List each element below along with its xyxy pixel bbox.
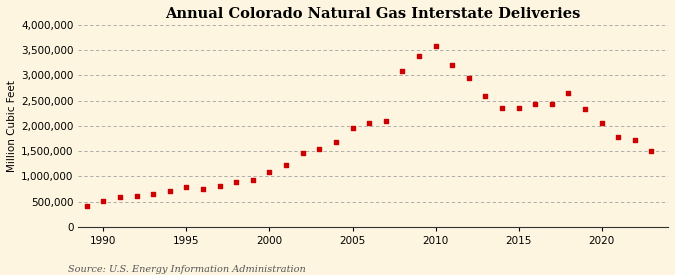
Point [380,119,391,123]
Point [264,170,275,175]
Point [414,54,425,58]
Point [463,76,474,80]
Point [430,43,441,48]
Point [231,179,242,184]
Point [115,195,126,199]
Point [580,107,591,111]
Point [646,149,657,153]
Point [546,102,557,106]
Point [148,191,159,196]
Point [530,102,541,106]
Y-axis label: Million Cubic Feet: Million Cubic Feet [7,80,17,172]
Point [480,94,491,98]
Point [331,140,342,144]
Title: Annual Colorado Natural Gas Interstate Deliveries: Annual Colorado Natural Gas Interstate D… [165,7,581,21]
Point [613,134,624,139]
Point [497,106,508,110]
Point [82,204,92,208]
Point [198,187,209,191]
Point [248,177,259,182]
Point [630,138,641,142]
Point [563,91,574,95]
Point [165,188,176,193]
Point [281,163,292,167]
Point [364,121,375,125]
Point [447,63,458,68]
Point [131,194,142,198]
Point [297,151,308,155]
Text: Source: U.S. Energy Information Administration: Source: U.S. Energy Information Administ… [68,265,305,274]
Point [596,121,607,125]
Point [214,183,225,188]
Point [181,185,192,189]
Point [513,106,524,111]
Point [314,147,325,151]
Point [397,69,408,73]
Point [98,199,109,204]
Point [347,126,358,131]
